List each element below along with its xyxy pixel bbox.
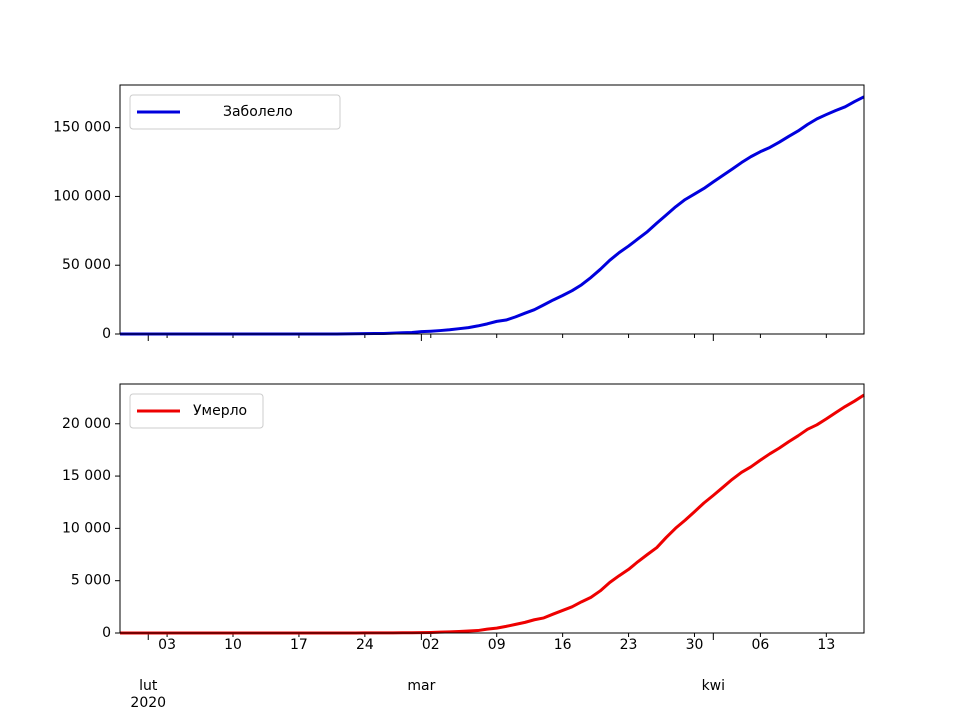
x-tick-label: 03	[158, 637, 176, 653]
x-major-tick-label: kwi	[702, 678, 725, 694]
plot-frame	[119, 383, 865, 634]
x-tick-label: 23	[620, 637, 638, 653]
y-tick-label: 0	[102, 326, 111, 342]
subplot: 0 5 000 10 000 15 000 20 000 03 10 17 24 02 09 16 23…	[62, 383, 865, 711]
y-tick-label: 150 000	[53, 120, 111, 136]
x-tick-label: 30	[686, 637, 704, 653]
y-tick-label: 50 000	[62, 257, 111, 273]
plot-frame	[119, 84, 865, 335]
legend-box	[129, 94, 341, 130]
x-tick-label: 02	[422, 637, 440, 653]
x-tick-label: 17	[290, 637, 308, 653]
y-tick-label: 10 000	[62, 520, 111, 536]
x-tick-label: 09	[488, 637, 506, 653]
x-major-tick-label: mar	[407, 678, 435, 694]
y-tick-label: 100 000	[53, 188, 111, 204]
x-tick-label: 16	[554, 637, 572, 653]
x-year-label: 2020	[130, 695, 166, 711]
y-tick-label: 20 000	[62, 416, 111, 432]
y-tick-label: 5 000	[71, 573, 111, 589]
subplot: 0 50 000 100 000 150 000 Заболело	[53, 84, 865, 342]
y-tick-label: 15 000	[62, 468, 111, 484]
legend-label: Умерло	[193, 403, 247, 419]
legend-box	[129, 393, 264, 429]
x-tick-label: 06	[751, 637, 769, 653]
x-tick-label: 10	[224, 637, 242, 653]
series-line	[120, 393, 865, 635]
y-tick-label: 0	[102, 625, 111, 641]
x-tick-label: 13	[817, 637, 835, 653]
legend-label: Заболело	[223, 104, 293, 120]
x-major-tick-label: lut	[139, 678, 158, 694]
series-line	[120, 95, 865, 336]
x-tick-label: 24	[356, 637, 374, 653]
